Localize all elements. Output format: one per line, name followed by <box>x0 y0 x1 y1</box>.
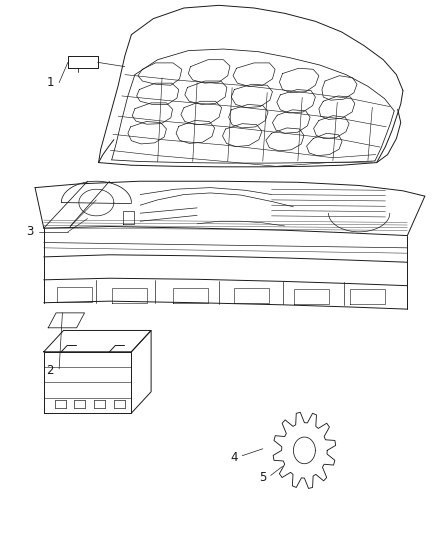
Text: 4: 4 <box>230 451 238 464</box>
Text: 3: 3 <box>26 225 33 238</box>
Text: 5: 5 <box>259 471 266 483</box>
Text: 1: 1 <box>46 76 54 89</box>
Text: 2: 2 <box>46 364 54 377</box>
